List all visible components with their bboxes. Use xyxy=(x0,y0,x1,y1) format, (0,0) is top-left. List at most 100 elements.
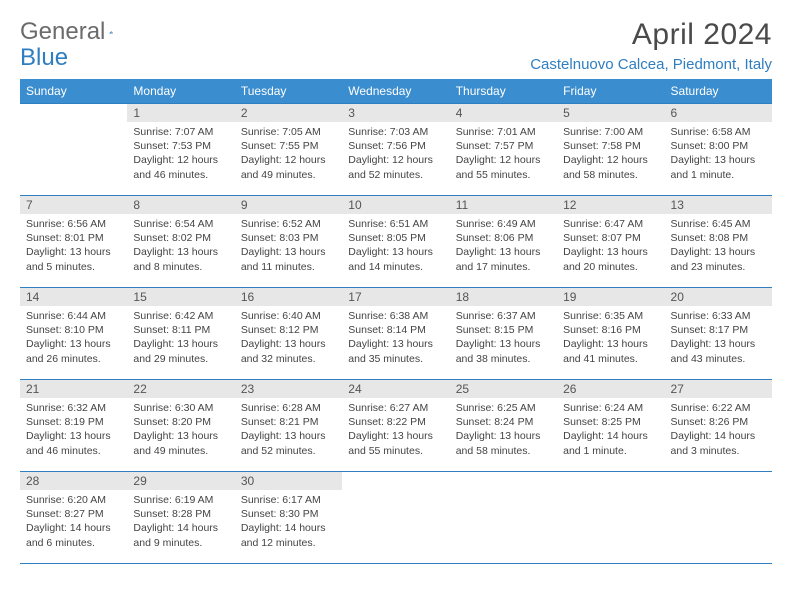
sunrise-line: Sunrise: 6:44 AM xyxy=(26,309,121,323)
daylight-line: Daylight: 14 hours and 1 minute. xyxy=(563,429,658,457)
day-number: 1 xyxy=(127,104,234,122)
calendar-cell: 2Sunrise: 7:05 AMSunset: 7:55 PMDaylight… xyxy=(235,104,342,196)
sunrise-line: Sunrise: 6:42 AM xyxy=(133,309,228,323)
day-number: 21 xyxy=(20,380,127,398)
calendar-cell: 20Sunrise: 6:33 AMSunset: 8:17 PMDayligh… xyxy=(665,288,772,380)
day-number: 28 xyxy=(20,472,127,490)
cell-body: Sunrise: 6:44 AMSunset: 8:10 PMDaylight:… xyxy=(20,306,127,370)
sunset-line: Sunset: 8:16 PM xyxy=(563,323,658,337)
cell-body: Sunrise: 6:33 AMSunset: 8:17 PMDaylight:… xyxy=(665,306,772,370)
cell-body: Sunrise: 6:20 AMSunset: 8:27 PMDaylight:… xyxy=(20,490,127,554)
sunrise-line: Sunrise: 7:00 AM xyxy=(563,125,658,139)
cell-body: Sunrise: 6:52 AMSunset: 8:03 PMDaylight:… xyxy=(235,214,342,278)
day-number: 10 xyxy=(342,196,449,214)
calendar-cell: 23Sunrise: 6:28 AMSunset: 8:21 PMDayligh… xyxy=(235,380,342,472)
day-header: Friday xyxy=(557,79,664,104)
day-number: 27 xyxy=(665,380,772,398)
location-label: Castelnuovo Calcea, Piedmont, Italy xyxy=(530,56,772,73)
sunrise-line: Sunrise: 6:17 AM xyxy=(241,493,336,507)
daylight-line: Daylight: 12 hours and 55 minutes. xyxy=(456,153,551,181)
sunset-line: Sunset: 8:15 PM xyxy=(456,323,551,337)
day-header: Sunday xyxy=(20,79,127,104)
sunset-line: Sunset: 8:21 PM xyxy=(241,415,336,429)
calendar-cell: 21Sunrise: 6:32 AMSunset: 8:19 PMDayligh… xyxy=(20,380,127,472)
day-number: 8 xyxy=(127,196,234,214)
day-header: Thursday xyxy=(450,79,557,104)
day-header: Wednesday xyxy=(342,79,449,104)
calendar-cell: 12Sunrise: 6:47 AMSunset: 8:07 PMDayligh… xyxy=(557,196,664,288)
calendar-cell xyxy=(665,472,772,564)
cell-body: Sunrise: 6:40 AMSunset: 8:12 PMDaylight:… xyxy=(235,306,342,370)
sunrise-line: Sunrise: 6:27 AM xyxy=(348,401,443,415)
calendar-cell: 19Sunrise: 6:35 AMSunset: 8:16 PMDayligh… xyxy=(557,288,664,380)
sunrise-line: Sunrise: 6:28 AM xyxy=(241,401,336,415)
sunset-line: Sunset: 8:10 PM xyxy=(26,323,121,337)
calendar-cell: 6Sunrise: 6:58 AMSunset: 8:00 PMDaylight… xyxy=(665,104,772,196)
sunrise-line: Sunrise: 6:54 AM xyxy=(133,217,228,231)
daylight-line: Daylight: 12 hours and 52 minutes. xyxy=(348,153,443,181)
day-number: 16 xyxy=(235,288,342,306)
daylight-line: Daylight: 13 hours and 32 minutes. xyxy=(241,337,336,365)
daylight-line: Daylight: 12 hours and 58 minutes. xyxy=(563,153,658,181)
daylight-line: Daylight: 13 hours and 17 minutes. xyxy=(456,245,551,273)
sunset-line: Sunset: 8:00 PM xyxy=(671,139,766,153)
sunrise-line: Sunrise: 7:03 AM xyxy=(348,125,443,139)
calendar-cell: 16Sunrise: 6:40 AMSunset: 8:12 PMDayligh… xyxy=(235,288,342,380)
cell-body: Sunrise: 7:01 AMSunset: 7:57 PMDaylight:… xyxy=(450,122,557,186)
day-number: 6 xyxy=(665,104,772,122)
cell-body: Sunrise: 7:07 AMSunset: 7:53 PMDaylight:… xyxy=(127,122,234,186)
sunset-line: Sunset: 8:22 PM xyxy=(348,415,443,429)
calendar-row: 21Sunrise: 6:32 AMSunset: 8:19 PMDayligh… xyxy=(20,380,772,472)
day-number: 26 xyxy=(557,380,664,398)
daylight-line: Daylight: 13 hours and 43 minutes. xyxy=(671,337,766,365)
day-number: 22 xyxy=(127,380,234,398)
brand-part1: General xyxy=(20,18,105,46)
cell-body: Sunrise: 6:45 AMSunset: 8:08 PMDaylight:… xyxy=(665,214,772,278)
day-number: 13 xyxy=(665,196,772,214)
sunset-line: Sunset: 8:28 PM xyxy=(133,507,228,521)
sunset-line: Sunset: 8:20 PM xyxy=(133,415,228,429)
day-number: 3 xyxy=(342,104,449,122)
sunset-line: Sunset: 7:53 PM xyxy=(133,139,228,153)
day-number: 5 xyxy=(557,104,664,122)
daylight-line: Daylight: 13 hours and 38 minutes. xyxy=(456,337,551,365)
calendar-body: 1Sunrise: 7:07 AMSunset: 7:53 PMDaylight… xyxy=(20,104,772,564)
sunrise-line: Sunrise: 6:19 AM xyxy=(133,493,228,507)
day-number: 7 xyxy=(20,196,127,214)
calendar-cell: 7Sunrise: 6:56 AMSunset: 8:01 PMDaylight… xyxy=(20,196,127,288)
daylight-line: Daylight: 14 hours and 6 minutes. xyxy=(26,521,121,549)
cell-body: Sunrise: 6:37 AMSunset: 8:15 PMDaylight:… xyxy=(450,306,557,370)
sunrise-line: Sunrise: 6:40 AM xyxy=(241,309,336,323)
cell-body: Sunrise: 6:32 AMSunset: 8:19 PMDaylight:… xyxy=(20,398,127,462)
cell-body: Sunrise: 7:03 AMSunset: 7:56 PMDaylight:… xyxy=(342,122,449,186)
sunset-line: Sunset: 8:14 PM xyxy=(348,323,443,337)
sunrise-line: Sunrise: 6:33 AM xyxy=(671,309,766,323)
day-number: 18 xyxy=(450,288,557,306)
sunrise-line: Sunrise: 6:25 AM xyxy=(456,401,551,415)
calendar-cell: 1Sunrise: 7:07 AMSunset: 7:53 PMDaylight… xyxy=(127,104,234,196)
daylight-line: Daylight: 13 hours and 49 minutes. xyxy=(133,429,228,457)
calendar-row: 14Sunrise: 6:44 AMSunset: 8:10 PMDayligh… xyxy=(20,288,772,380)
day-number: 23 xyxy=(235,380,342,398)
sunset-line: Sunset: 8:27 PM xyxy=(26,507,121,521)
day-number: 9 xyxy=(235,196,342,214)
sunset-line: Sunset: 8:05 PM xyxy=(348,231,443,245)
daylight-line: Daylight: 13 hours and 20 minutes. xyxy=(563,245,658,273)
calendar-cell: 22Sunrise: 6:30 AMSunset: 8:20 PMDayligh… xyxy=(127,380,234,472)
cell-body: Sunrise: 6:38 AMSunset: 8:14 PMDaylight:… xyxy=(342,306,449,370)
sunrise-line: Sunrise: 7:01 AM xyxy=(456,125,551,139)
calendar-cell: 13Sunrise: 6:45 AMSunset: 8:08 PMDayligh… xyxy=(665,196,772,288)
daylight-line: Daylight: 13 hours and 26 minutes. xyxy=(26,337,121,365)
daylight-line: Daylight: 14 hours and 9 minutes. xyxy=(133,521,228,549)
calendar-cell: 4Sunrise: 7:01 AMSunset: 7:57 PMDaylight… xyxy=(450,104,557,196)
brand-triangle-icon xyxy=(109,23,113,41)
daylight-line: Daylight: 13 hours and 8 minutes. xyxy=(133,245,228,273)
calendar-cell: 5Sunrise: 7:00 AMSunset: 7:58 PMDaylight… xyxy=(557,104,664,196)
calendar-row: 28Sunrise: 6:20 AMSunset: 8:27 PMDayligh… xyxy=(20,472,772,564)
cell-body: Sunrise: 6:24 AMSunset: 8:25 PMDaylight:… xyxy=(557,398,664,462)
sunrise-line: Sunrise: 6:32 AM xyxy=(26,401,121,415)
day-number: 4 xyxy=(450,104,557,122)
sunrise-line: Sunrise: 7:07 AM xyxy=(133,125,228,139)
cell-body: Sunrise: 6:56 AMSunset: 8:01 PMDaylight:… xyxy=(20,214,127,278)
daylight-line: Daylight: 13 hours and 1 minute. xyxy=(671,153,766,181)
